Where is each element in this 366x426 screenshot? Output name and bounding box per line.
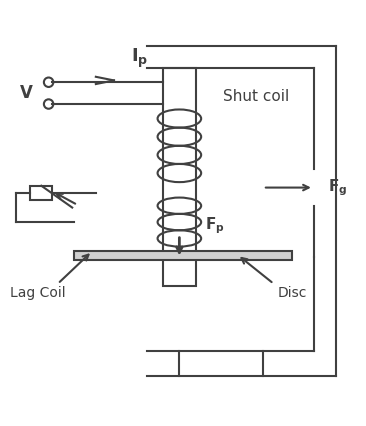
- Text: Disc: Disc: [277, 286, 307, 300]
- Text: $\mathbf{I_p}$: $\mathbf{I_p}$: [131, 46, 148, 69]
- Text: $\mathbf{F_p}$: $\mathbf{F_p}$: [205, 216, 224, 236]
- Text: $\mathbf{V}$: $\mathbf{V}$: [19, 84, 34, 102]
- Text: Lag Coil: Lag Coil: [10, 286, 66, 300]
- Bar: [74, 251, 292, 260]
- Text: Shut coil: Shut coil: [223, 89, 289, 104]
- Text: $\mathbf{F_g}$: $\mathbf{F_g}$: [328, 177, 348, 198]
- Bar: [163, 68, 196, 286]
- Bar: [30, 186, 52, 200]
